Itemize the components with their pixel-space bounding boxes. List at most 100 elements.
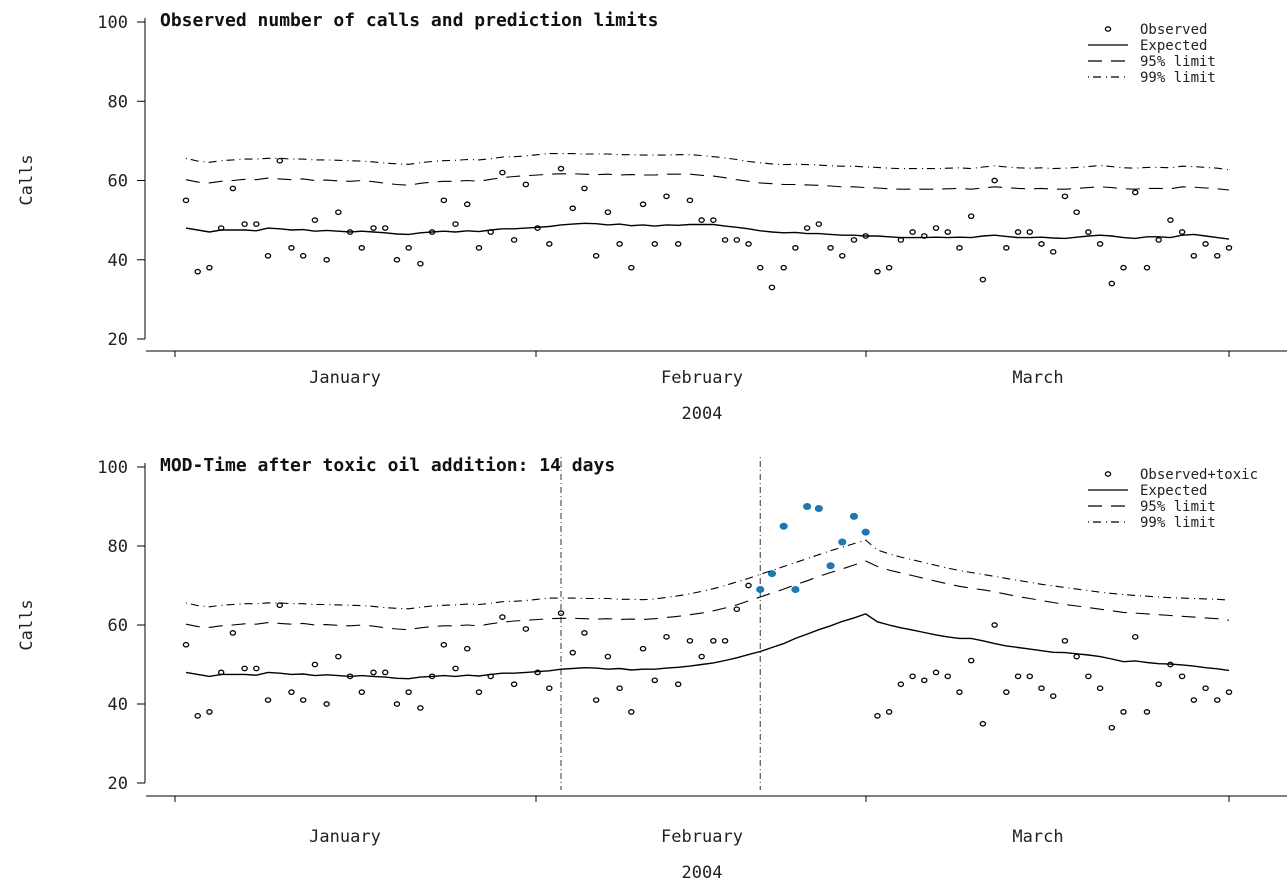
data-point: [956, 245, 963, 251]
data-point: [991, 622, 998, 628]
data-point: [264, 697, 272, 703]
data-point: [276, 157, 284, 164]
data-point: [1085, 673, 1092, 680]
data-point: [909, 673, 916, 680]
data-point: [1120, 264, 1127, 271]
data-point: [370, 669, 377, 676]
data-point: [393, 701, 401, 707]
data-point: [1038, 241, 1045, 247]
data-point: [885, 709, 893, 715]
data-point: [464, 645, 471, 652]
data-point: [1108, 724, 1116, 731]
data-point: [698, 653, 705, 660]
top-panel: 20 40 60 80 100 January February March 2004 Calls…: [17, 10, 1287, 424]
data-point: [335, 653, 342, 660]
data-point: [335, 209, 342, 216]
data-point: [1214, 697, 1221, 703]
data-point: [1038, 685, 1045, 692]
chart-title: MOD-Time after toxic oil addition: 14 da…: [160, 455, 615, 476]
x-tick-label: January: [309, 827, 381, 847]
data-point: [417, 705, 424, 711]
data-point: [417, 260, 424, 267]
y-tick-label: 60: [108, 616, 128, 636]
data-point: [756, 264, 764, 271]
data-point: [663, 633, 670, 640]
data-point: [1073, 653, 1080, 660]
data-point: [1155, 681, 1162, 688]
data-point: [826, 562, 835, 570]
data-point: [628, 709, 635, 715]
legend-label: 99% limit: [1140, 515, 1216, 531]
data-point: [674, 681, 682, 688]
chart-title: Observed number of calls and prediction …: [160, 10, 659, 31]
data-point: [979, 720, 987, 727]
data-point: [1014, 673, 1022, 680]
data-point: [1143, 709, 1151, 715]
legend-label: Expected: [1140, 38, 1207, 54]
data-point: [581, 185, 588, 192]
data-point: [1167, 217, 1174, 223]
data-point: [510, 681, 518, 688]
data-point: [745, 241, 752, 247]
data-point: [1214, 252, 1221, 259]
data-point: [358, 245, 366, 251]
data-point: [604, 209, 612, 216]
legend-swatch-points: [1104, 26, 1112, 32]
data-point: [510, 237, 518, 243]
data-point: [452, 665, 459, 672]
data-point: [721, 637, 729, 644]
data-point: [921, 677, 928, 684]
data-point: [405, 689, 412, 696]
data-point: [651, 677, 659, 684]
data-point: [616, 241, 623, 247]
data-point: [628, 264, 635, 271]
data-point: [1049, 248, 1057, 255]
data-point: [206, 264, 213, 271]
data-point: [464, 201, 471, 208]
series-line-expected: [185, 613, 1230, 680]
data-point: [229, 185, 237, 192]
data-point: [569, 205, 576, 212]
data-point: [1061, 637, 1069, 644]
data-point: [698, 217, 705, 223]
data-point: [229, 630, 237, 636]
data-point: [639, 645, 647, 652]
data-point: [897, 681, 905, 688]
data-point: [721, 237, 729, 243]
data-point: [767, 570, 777, 578]
data-point: [381, 225, 389, 231]
legend-label: 99% limit: [1140, 70, 1216, 86]
data-point: [206, 709, 213, 715]
data-point: [1225, 689, 1233, 696]
observed-points: [182, 503, 1233, 731]
data-point: [440, 197, 448, 204]
data-point: [663, 193, 670, 200]
data-point: [581, 630, 588, 636]
y-tick-label: 100: [97, 13, 128, 33]
data-point: [733, 237, 741, 243]
x-tick-label: February: [661, 368, 743, 388]
data-point: [874, 268, 881, 275]
data-point: [897, 237, 905, 243]
y-axis-label: Calls: [17, 154, 37, 205]
data-point: [861, 528, 870, 536]
data-point: [967, 657, 975, 664]
data-point: [182, 641, 190, 648]
data-point: [276, 602, 284, 609]
data-point: [1061, 193, 1069, 200]
series-line-95-limit: [185, 173, 1230, 191]
y-tick-label: 100: [97, 458, 128, 478]
data-point: [288, 245, 295, 251]
data-point: [592, 252, 600, 259]
data-point: [616, 685, 623, 692]
data-point: [1003, 245, 1010, 251]
data-point: [874, 712, 881, 719]
legend-swatch-points: [1104, 471, 1112, 477]
data-point: [932, 225, 940, 231]
data-point: [956, 689, 963, 696]
data-point: [803, 503, 812, 510]
data-point: [814, 504, 823, 512]
data-point: [546, 241, 553, 247]
